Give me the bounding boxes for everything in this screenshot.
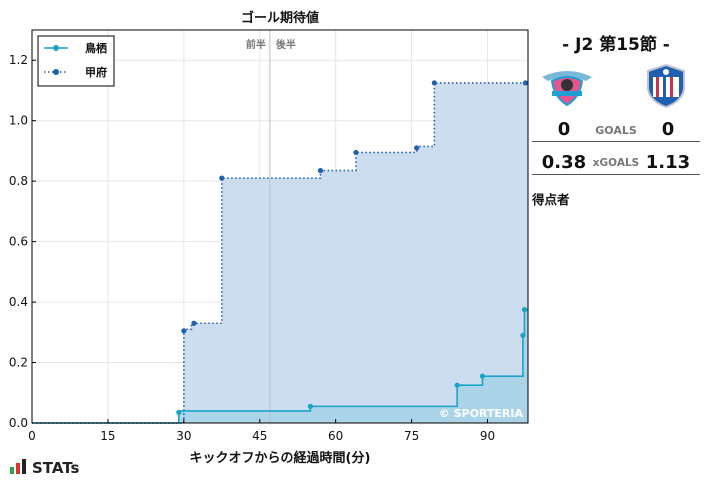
series-markers <box>176 80 529 416</box>
watermark: © SPORTERIA <box>439 407 524 420</box>
stats-brand: STATs <box>10 458 100 480</box>
xgoals-label: xGOALS <box>592 157 640 169</box>
stats-logo-icon: STATs <box>10 459 80 477</box>
chart-title: ゴール期待値 <box>241 10 319 26</box>
series-marker <box>479 373 486 379</box>
x-axis-ticks: 0 15 30 45 60 75 90 <box>28 419 495 443</box>
team-crests <box>532 59 700 111</box>
x-tick-label: 30 <box>176 429 191 443</box>
scorers-heading: 得点者 <box>532 192 570 207</box>
series-marker <box>521 307 528 313</box>
series-marker <box>520 332 526 338</box>
series-marker <box>219 175 225 181</box>
halftime-marker: 前半 後半 <box>246 30 296 423</box>
match-panel: - J2 第15節 - 0 GOALS 0 0.38 xGOALS 1.13 得… <box>532 26 700 208</box>
series-area <box>32 309 528 423</box>
series-marker <box>522 80 529 86</box>
legend-label-away: 甲府 <box>85 65 107 79</box>
goals-row: 0 GOALS 0 <box>532 117 700 142</box>
home-xg: 0.38 <box>541 152 587 173</box>
x-tick-label: 60 <box>328 429 343 443</box>
first-half-label: 前半 <box>246 38 266 51</box>
x-tick-label: 0 <box>28 429 36 443</box>
y-tick-label: 0.8 <box>9 174 28 188</box>
series-marker <box>454 382 460 388</box>
series-area <box>32 82 528 424</box>
series-marker <box>317 167 324 174</box>
y-tick-label: 1.0 <box>9 114 28 128</box>
series-marker <box>353 149 359 156</box>
x-tick-label: 75 <box>404 429 419 443</box>
away-crest-icon <box>647 63 685 109</box>
xg-chart: ゴール期待値 前半 後半 0 15 30 45 60 75 90 0.00.20.40.60… <box>9 10 529 466</box>
y-tick-label: 1.2 <box>9 53 28 67</box>
series-marker <box>176 409 182 416</box>
legend: 鳥栖 甲府 <box>37 35 115 87</box>
home-goals: 0 <box>557 119 571 140</box>
series-marker <box>307 403 313 409</box>
legend-label-home: 鳥栖 <box>85 41 107 55</box>
legend-box <box>37 35 115 87</box>
xg-row: 0.38 xGOALS 1.13 <box>532 150 700 175</box>
second-half-label: 後半 <box>276 38 296 51</box>
x-axis-label: キックオフからの経過時間(分) <box>190 450 371 466</box>
y-axis-ticks: 0.0 0.2 0.4 0.6 0.8 1.0 1.2 <box>9 53 36 430</box>
home-crest-icon <box>542 71 592 107</box>
goals-label: GOALS <box>595 124 637 137</box>
series-marker <box>431 80 437 86</box>
series-marker <box>191 320 197 326</box>
away-goals: 0 <box>661 119 675 140</box>
legend-marker-away <box>53 69 59 75</box>
series-line <box>32 82 528 424</box>
away-xg: 1.13 <box>645 152 691 173</box>
x-tick-label: 45 <box>252 429 267 443</box>
plot-frame <box>31 29 529 424</box>
stats-logo-text: STATs <box>32 459 80 476</box>
series-areas <box>32 82 528 424</box>
match-title: - J2 第15節 - <box>562 35 670 55</box>
y-tick-label: 0.6 <box>9 235 28 249</box>
legend-marker-home <box>53 45 59 51</box>
y-tick-label: 0.4 <box>9 295 28 309</box>
y-tick-label: 0.2 <box>9 356 28 370</box>
series-marker <box>414 145 420 151</box>
y-tick-label: 0.0 <box>9 416 28 430</box>
series-marker <box>181 328 187 334</box>
x-tick-label: 90 <box>480 429 495 443</box>
x-tick-label: 15 <box>100 429 115 443</box>
